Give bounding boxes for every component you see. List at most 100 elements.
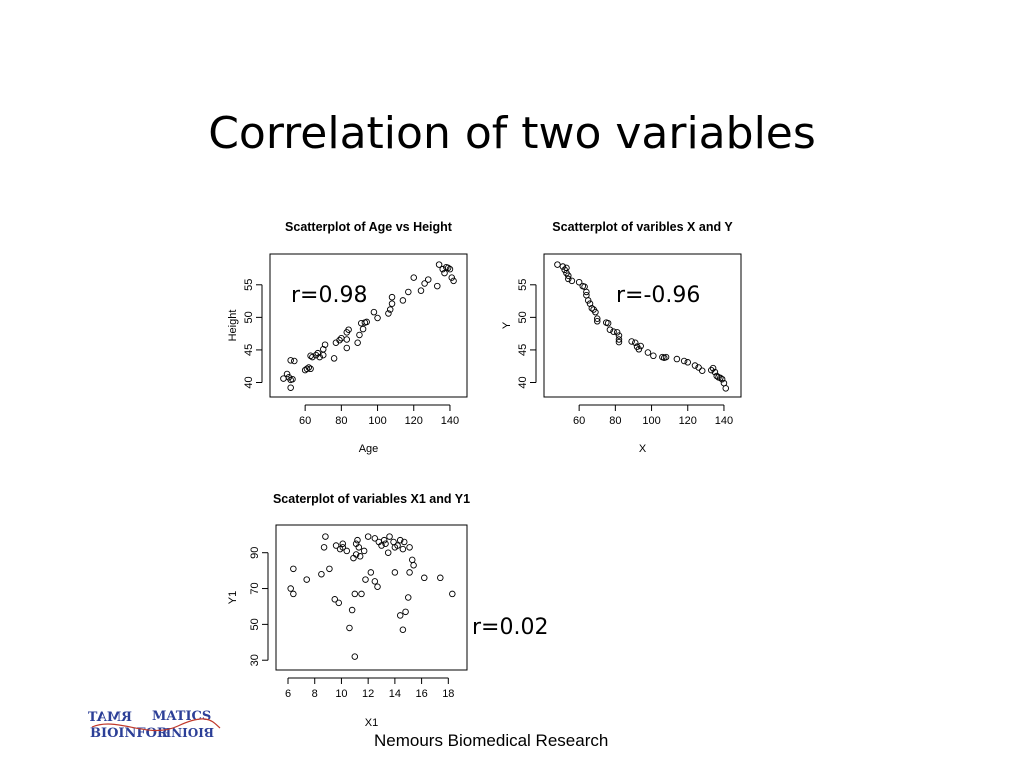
data-point xyxy=(406,569,413,576)
data-point xyxy=(382,540,389,548)
data-point xyxy=(594,315,601,322)
data-point xyxy=(722,385,730,392)
data-point xyxy=(396,536,404,544)
data-point xyxy=(354,339,361,347)
data-point xyxy=(399,626,407,634)
correlation-annotation-x1-y1: r=0.02 xyxy=(472,615,549,640)
data-point xyxy=(371,535,379,542)
data-point xyxy=(388,300,396,307)
y-tick-label: 45 xyxy=(243,344,255,356)
data-point xyxy=(437,574,444,582)
data-point xyxy=(424,276,432,283)
data-point xyxy=(351,590,359,598)
y-axis-label: Y xyxy=(501,321,513,329)
correlation-annotation-age-height: r=0.98 xyxy=(291,283,368,308)
x-axis-label: Age xyxy=(359,443,379,455)
plot-frame xyxy=(543,253,742,398)
x-tick-label: 14 xyxy=(389,688,401,700)
chart-title: Scatterplot of Age vs Height xyxy=(285,220,453,234)
y-tick-label: 30 xyxy=(249,654,261,666)
data-point xyxy=(385,310,392,317)
data-point xyxy=(303,365,311,373)
data-point xyxy=(346,624,353,632)
data-point xyxy=(583,291,590,299)
data-point xyxy=(561,266,568,274)
data-point xyxy=(343,344,351,352)
data-point xyxy=(283,370,291,378)
data-point xyxy=(287,585,294,592)
data-point xyxy=(575,278,583,286)
data-point xyxy=(673,355,681,363)
data-point xyxy=(450,277,457,285)
data-point xyxy=(417,287,425,294)
data-point xyxy=(394,542,401,549)
data-point xyxy=(568,277,576,285)
x-tick-label: 60 xyxy=(573,415,585,427)
data-point xyxy=(374,314,381,322)
x-tick-label: 12 xyxy=(362,688,374,700)
y-tick-label: 70 xyxy=(249,582,261,594)
data-point xyxy=(362,576,369,583)
data-point xyxy=(698,367,706,375)
data-point xyxy=(644,349,652,356)
data-point xyxy=(405,288,412,296)
data-point xyxy=(684,359,692,366)
data-point xyxy=(435,261,443,268)
data-point xyxy=(388,293,396,301)
data-point xyxy=(290,565,297,573)
data-point xyxy=(594,318,601,325)
y-axis-label: Height xyxy=(227,310,239,342)
data-point xyxy=(610,328,617,335)
data-point xyxy=(343,547,351,555)
data-point xyxy=(363,318,370,326)
data-point xyxy=(358,590,365,598)
data-point xyxy=(404,594,412,601)
y-tick-label: 40 xyxy=(243,376,255,388)
data-point xyxy=(613,329,621,336)
data-point xyxy=(352,551,360,558)
data-point xyxy=(695,364,702,371)
data-point xyxy=(449,590,456,598)
logo-bottom-text: BIOINFOR xyxy=(90,726,168,741)
data-point xyxy=(446,265,454,273)
data-point xyxy=(565,272,572,279)
data-point xyxy=(339,544,347,551)
data-point xyxy=(408,556,416,564)
data-point xyxy=(559,263,567,270)
data-point xyxy=(637,342,644,350)
data-point xyxy=(380,536,388,544)
correlation-annotation-x-y: r=-0.96 xyxy=(616,283,701,308)
data-point xyxy=(444,264,452,272)
logo-mirror-text: RMATICS xyxy=(88,710,132,725)
data-point xyxy=(713,372,720,380)
data-point xyxy=(320,544,328,551)
data-point xyxy=(307,352,314,360)
data-point xyxy=(615,338,623,346)
data-point xyxy=(303,576,310,583)
data-point xyxy=(339,540,347,548)
y-tick-label: 55 xyxy=(517,279,529,291)
data-point xyxy=(386,306,394,313)
data-point xyxy=(332,542,340,549)
data-point xyxy=(441,269,448,277)
data-point xyxy=(291,357,298,365)
y-tick-label: 50 xyxy=(249,618,261,630)
data-point xyxy=(321,341,329,348)
data-point xyxy=(410,562,417,569)
data-point xyxy=(326,565,333,573)
data-point xyxy=(378,542,385,549)
data-point xyxy=(421,574,428,582)
x-tick-label: 140 xyxy=(441,415,459,427)
data-point xyxy=(384,549,392,556)
y-tick-label: 50 xyxy=(243,311,255,323)
data-point xyxy=(604,319,612,327)
x-tick-label: 10 xyxy=(335,688,347,700)
y-tick-label: 40 xyxy=(517,376,529,388)
data-point xyxy=(554,261,561,268)
data-point xyxy=(345,326,352,333)
x-axis-label: X xyxy=(639,443,647,455)
data-point xyxy=(307,365,314,373)
data-point xyxy=(305,364,313,371)
data-point xyxy=(356,331,363,339)
